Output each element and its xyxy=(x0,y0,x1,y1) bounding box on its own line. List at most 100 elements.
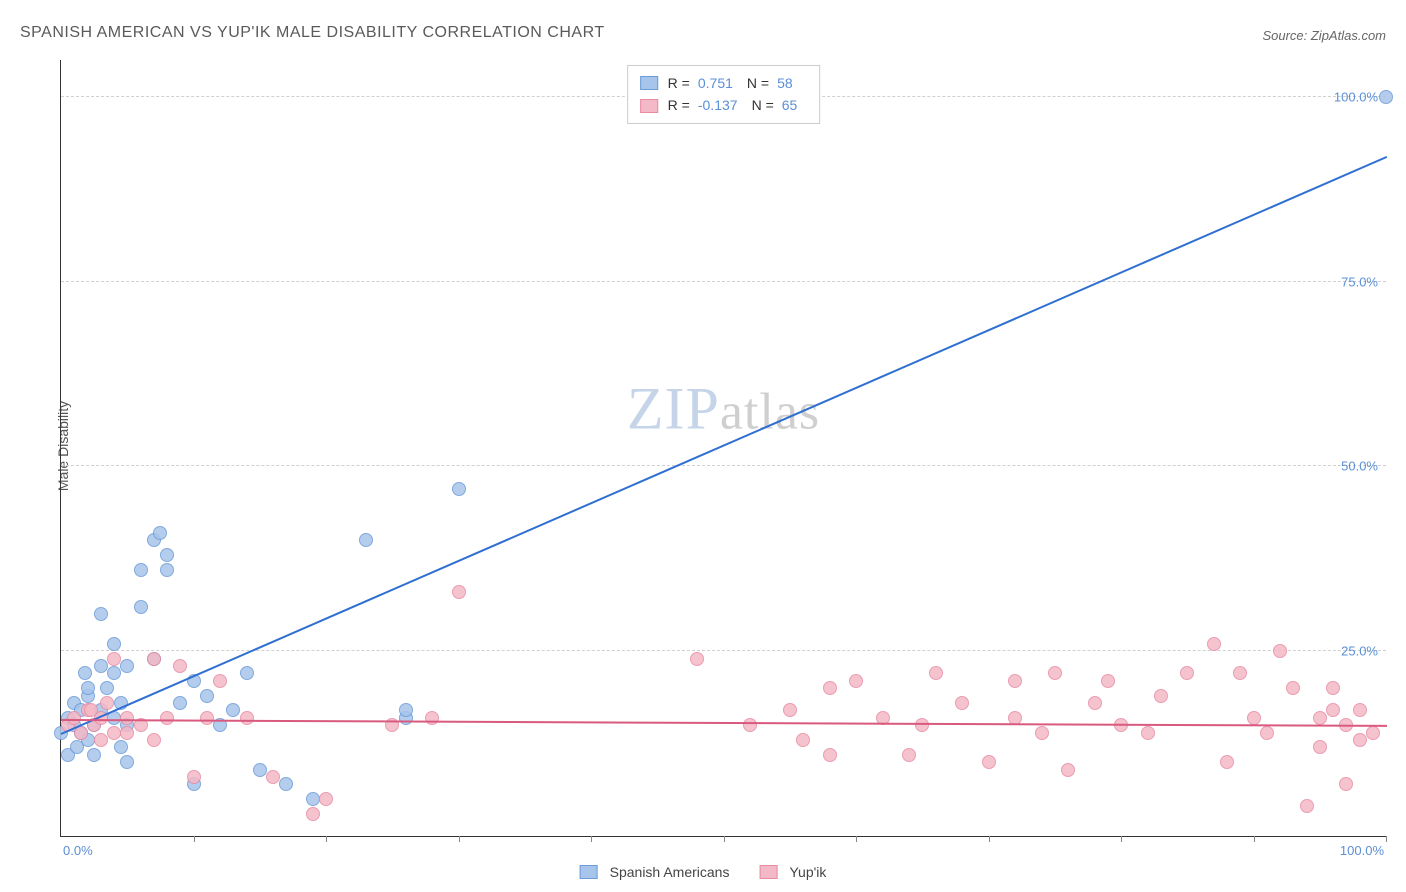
ytick-label: 100.0% xyxy=(1334,89,1378,104)
ytick-label: 75.0% xyxy=(1341,274,1378,289)
scatter-point xyxy=(1260,726,1274,740)
scatter-point xyxy=(87,748,101,762)
xtick-mark xyxy=(459,836,460,842)
scatter-point xyxy=(306,792,320,806)
source-attribution: Source: ZipAtlas.com xyxy=(1262,28,1386,43)
xtick-mark xyxy=(856,836,857,842)
scatter-point xyxy=(226,703,240,717)
scatter-point xyxy=(1286,681,1300,695)
xtick-mark xyxy=(591,836,592,842)
scatter-point xyxy=(240,666,254,680)
scatter-point xyxy=(147,733,161,747)
scatter-point xyxy=(359,533,373,547)
ytick-label: 50.0% xyxy=(1341,459,1378,474)
scatter-point xyxy=(114,740,128,754)
scatter-point xyxy=(823,748,837,762)
scatter-point xyxy=(120,726,134,740)
scatter-point xyxy=(1154,689,1168,703)
xtick-mark xyxy=(724,836,725,842)
scatter-point xyxy=(107,637,121,651)
scatter-point xyxy=(982,755,996,769)
scatter-point xyxy=(1313,740,1327,754)
scatter-point xyxy=(306,807,320,821)
gridline-h xyxy=(61,650,1386,651)
scatter-point xyxy=(78,666,92,680)
scatter-point xyxy=(1339,777,1353,791)
scatter-point xyxy=(147,652,161,666)
scatter-point xyxy=(67,711,81,725)
correlation-legend: R = 0.751 N = 58 R = -0.137 N = 65 xyxy=(627,65,821,124)
scatter-point xyxy=(1008,674,1022,688)
scatter-point xyxy=(849,674,863,688)
scatter-point xyxy=(1101,674,1115,688)
scatter-point xyxy=(1273,644,1287,658)
scatter-point xyxy=(823,681,837,695)
scatter-point xyxy=(100,696,114,710)
scatter-point xyxy=(452,482,466,496)
xtick-mark xyxy=(194,836,195,842)
scatter-point xyxy=(120,659,134,673)
scatter-point xyxy=(153,526,167,540)
scatter-point xyxy=(160,563,174,577)
scatter-point xyxy=(915,718,929,732)
xtick-mark xyxy=(326,836,327,842)
scatter-point xyxy=(240,711,254,725)
legend-item-spanish: Spanish Americans xyxy=(580,864,730,880)
scatter-point xyxy=(1035,726,1049,740)
scatter-point xyxy=(1247,711,1261,725)
scatter-point xyxy=(1141,726,1155,740)
scatter-point xyxy=(1366,726,1380,740)
scatter-point xyxy=(266,770,280,784)
gridline-h xyxy=(61,281,1386,282)
trend-line xyxy=(61,156,1388,735)
plot-area: ZIPatlas R = 0.751 N = 58 R = -0.137 N =… xyxy=(60,60,1386,837)
scatter-point xyxy=(200,711,214,725)
xtick-mark xyxy=(1254,836,1255,842)
scatter-point xyxy=(1300,799,1314,813)
scatter-point xyxy=(94,607,108,621)
ytick-label: 25.0% xyxy=(1341,644,1378,659)
scatter-point xyxy=(160,548,174,562)
xtick-mark xyxy=(1121,836,1122,842)
scatter-point xyxy=(253,763,267,777)
xtick-mark xyxy=(1386,836,1387,842)
scatter-point xyxy=(783,703,797,717)
legend-row-spanish: R = 0.751 N = 58 xyxy=(640,72,808,94)
scatter-point xyxy=(107,726,121,740)
swatch-yupik xyxy=(640,99,658,113)
scatter-point xyxy=(796,733,810,747)
scatter-point xyxy=(1353,703,1367,717)
scatter-point xyxy=(120,711,134,725)
scatter-point xyxy=(1313,711,1327,725)
chart-title: SPANISH AMERICAN VS YUP'IK MALE DISABILI… xyxy=(20,24,605,42)
scatter-point xyxy=(1207,637,1221,651)
scatter-point xyxy=(399,703,413,717)
scatter-point xyxy=(1088,696,1102,710)
watermark: ZIPatlas xyxy=(627,375,820,444)
scatter-point xyxy=(134,563,148,577)
scatter-point xyxy=(902,748,916,762)
xtick-label: 100.0% xyxy=(1340,843,1384,858)
scatter-point xyxy=(173,696,187,710)
scatter-point xyxy=(1326,681,1340,695)
xtick-mark xyxy=(989,836,990,842)
legend-item-yupik: Yup'ik xyxy=(759,864,826,880)
scatter-point xyxy=(319,792,333,806)
scatter-point xyxy=(279,777,293,791)
gridline-h xyxy=(61,465,1386,466)
scatter-point xyxy=(120,755,134,769)
scatter-point xyxy=(160,711,174,725)
scatter-point xyxy=(107,666,121,680)
scatter-point xyxy=(1379,90,1393,104)
scatter-point xyxy=(173,659,187,673)
scatter-point xyxy=(1180,666,1194,680)
scatter-point xyxy=(134,600,148,614)
trend-line xyxy=(61,719,1387,727)
chart-container: SPANISH AMERICAN VS YUP'IK MALE DISABILI… xyxy=(0,0,1406,892)
scatter-point xyxy=(1061,763,1075,777)
scatter-point xyxy=(81,681,95,695)
legend-row-yupik: R = -0.137 N = 65 xyxy=(640,94,808,116)
swatch-spanish-bottom xyxy=(580,865,598,879)
swatch-yupik-bottom xyxy=(759,865,777,879)
scatter-point xyxy=(213,674,227,688)
